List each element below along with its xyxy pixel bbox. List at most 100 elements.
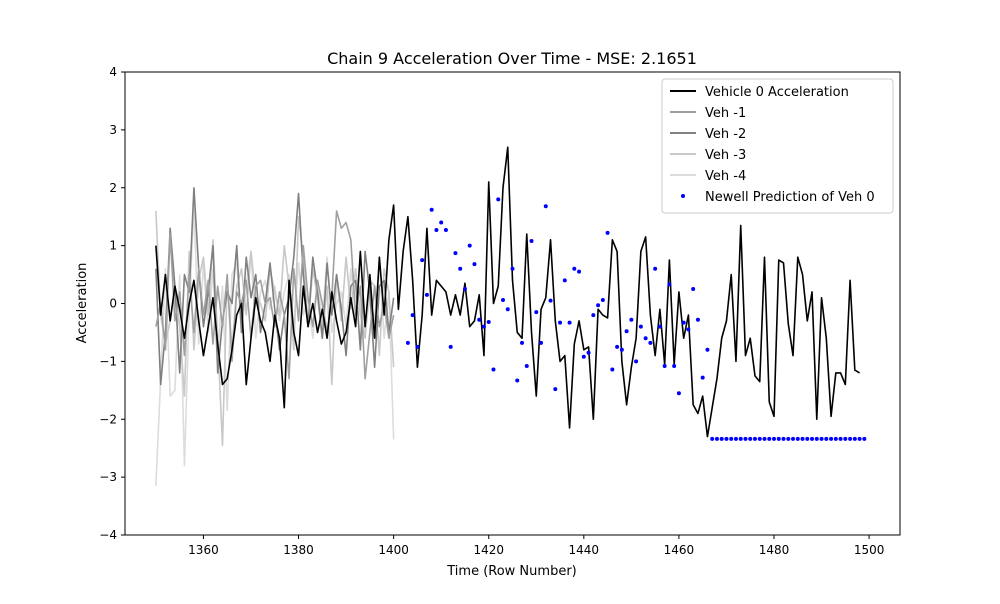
- prediction-point: [539, 340, 544, 345]
- prediction-point: [610, 367, 615, 372]
- prediction-point: [791, 436, 796, 441]
- prediction-point: [748, 436, 753, 441]
- prediction-point: [662, 364, 667, 368]
- prediction-point: [829, 436, 834, 441]
- prediction-point: [439, 220, 444, 225]
- prediction-point: [724, 436, 729, 441]
- prediction-point: [691, 287, 696, 292]
- prediction-point: [619, 347, 624, 352]
- prediction-point: [600, 298, 605, 303]
- prediction-point: [615, 344, 620, 349]
- prediction-point: [505, 307, 510, 312]
- y-tick-label: 2: [109, 181, 117, 195]
- prediction-point: [567, 320, 572, 325]
- prediction-point: [729, 436, 734, 441]
- prediction-point: [695, 317, 700, 322]
- prediction-point: [548, 298, 553, 303]
- prediction-point: [686, 327, 691, 332]
- prediction-point: [458, 266, 463, 271]
- prediction-point: [795, 436, 800, 441]
- prediction-point: [467, 243, 472, 248]
- prediction-point: [520, 340, 525, 345]
- prediction-point: [638, 324, 643, 329]
- legend-label: Vehicle 0 Acceleration: [705, 85, 849, 100]
- prediction-point: [486, 320, 491, 325]
- legend: Vehicle 0 Acceleration Veh -1 Veh -2 Veh -3…: [661, 78, 894, 214]
- prediction-point: [705, 347, 710, 352]
- series-line-vehicle-0-acceleration: [155, 146, 861, 438]
- prediction-point: [424, 292, 429, 297]
- prediction-point: [510, 266, 515, 271]
- prediction-point: [848, 436, 853, 441]
- y-tick-label: 0: [109, 297, 117, 311]
- prediction-point: [605, 230, 610, 235]
- prediction-point: [443, 228, 448, 232]
- legend-box: [661, 78, 894, 214]
- prediction-point: [562, 278, 567, 283]
- prediction-point: [819, 436, 824, 441]
- prediction-point: [781, 436, 786, 441]
- prediction-point: [714, 436, 719, 441]
- x-tick-label: 1380: [283, 543, 314, 557]
- series-line-veh-1: [155, 210, 395, 380]
- prediction-point: [591, 313, 596, 318]
- legend-swatch: [681, 194, 685, 198]
- prediction-point: [524, 364, 529, 368]
- prediction-point: [838, 436, 843, 441]
- prediction-point: [577, 269, 582, 274]
- x-tick-label: 1420: [473, 543, 504, 557]
- y-tick-label: −1: [99, 354, 117, 368]
- prediction-point: [496, 197, 501, 202]
- prediction-point: [800, 436, 805, 441]
- prediction-point: [415, 344, 420, 349]
- prediction-point: [481, 324, 486, 329]
- prediction-point: [596, 303, 601, 308]
- prediction-point: [776, 436, 781, 441]
- y-tick-label: −2: [99, 412, 117, 426]
- prediction-point: [843, 436, 848, 441]
- prediction-point: [405, 340, 410, 345]
- prediction-point: [676, 391, 681, 396]
- prediction-point: [558, 320, 563, 325]
- legend-label: Veh -4: [705, 169, 746, 184]
- prediction-point: [752, 436, 757, 441]
- x-tick-label: 1480: [759, 543, 790, 557]
- prediction-point: [719, 436, 724, 441]
- x-tick-label: 1500: [854, 543, 885, 557]
- prediction-point: [710, 436, 715, 441]
- y-tick-label: −4: [99, 528, 117, 542]
- prediction-point: [500, 298, 505, 303]
- prediction-point: [772, 436, 776, 441]
- prediction-point: [472, 262, 477, 267]
- prediction-point: [672, 364, 677, 368]
- legend-label: Veh -2: [705, 127, 746, 142]
- prediction-point: [738, 436, 743, 441]
- x-tick-label: 1440: [569, 543, 600, 557]
- prediction-point: [648, 340, 653, 345]
- prediction-point: [586, 350, 591, 355]
- prediction-point: [767, 436, 772, 441]
- prediction-point: [757, 436, 762, 441]
- x-tick-label: 1360: [188, 543, 219, 557]
- chart-title: Chain 9 Acceleration Over Time - MSE: 2.…: [327, 49, 697, 68]
- prediction-point: [653, 266, 658, 271]
- prediction-point: [786, 436, 791, 441]
- y-tick-label: −3: [99, 470, 117, 484]
- prediction-point: [629, 317, 634, 322]
- prediction-point: [862, 436, 867, 441]
- y-tick-label: 1: [109, 239, 117, 253]
- prediction-point: [453, 251, 458, 256]
- x-tick-label: 1400: [378, 543, 409, 557]
- prediction-point: [410, 313, 415, 318]
- prediction-point: [810, 436, 815, 441]
- prediction-point: [852, 436, 857, 441]
- prediction-point: [700, 375, 705, 380]
- legend-label: Newell Prediction of Veh 0: [705, 190, 875, 205]
- prediction-point: [462, 287, 467, 292]
- y-axis-label: Acceleration: [75, 263, 90, 344]
- prediction-point: [643, 336, 648, 341]
- prediction-point: [572, 266, 577, 271]
- prediction-point: [657, 324, 662, 329]
- x-tick-label: 1460: [664, 543, 695, 557]
